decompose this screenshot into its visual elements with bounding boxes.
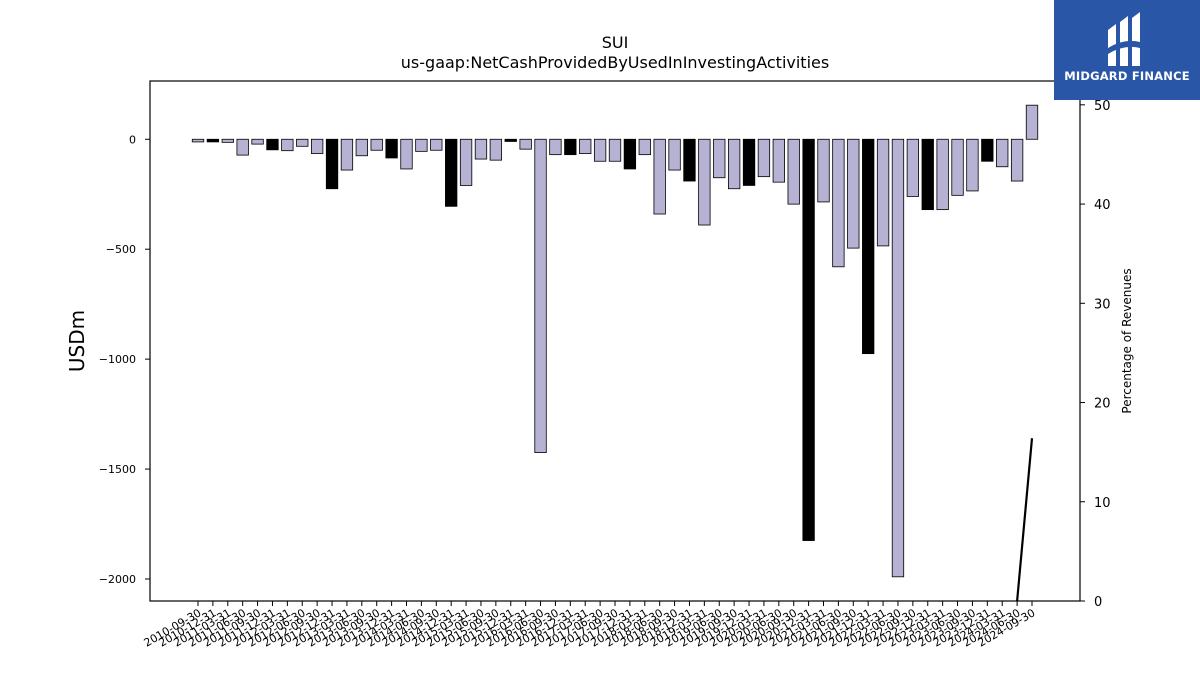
bar-2022-09-30 — [906, 138, 920, 197]
bar-2013-12-31 — [385, 138, 398, 159]
bar-2020-09-30 — [787, 138, 800, 205]
bar-2015-06-30 — [474, 138, 488, 160]
bar-2021-09-30 — [847, 138, 860, 249]
pct-revenues-line — [1016, 438, 1034, 602]
bar-2015-09-30 — [489, 138, 503, 161]
y-tick-label: −500 — [106, 243, 136, 256]
bar-2020-06-30 — [772, 138, 785, 183]
y-axis: 0 −500 −1000 −1500 −2000 — [99, 133, 150, 586]
bar-2016-03-31 — [519, 138, 532, 150]
bar-2023-09-30 — [966, 138, 979, 192]
y2-tick-label: 10 — [1094, 496, 1111, 511]
logo-text: MIDGARD FINANCE — [1064, 69, 1190, 83]
bar-2023-06-30 — [951, 138, 964, 196]
y-tick-label: −2000 — [99, 573, 136, 586]
bar-2014-06-30 — [415, 138, 428, 152]
bar-2011-12-31 — [266, 138, 279, 151]
bar-2015-12-31 — [504, 138, 517, 142]
bar-2012-06-30 — [296, 138, 309, 147]
y-axis-label: USDm — [65, 310, 89, 372]
y2-tick-label: 50 — [1094, 99, 1111, 114]
bar-2018-03-31 — [638, 138, 651, 156]
midgard-logo-icon — [1108, 12, 1140, 66]
bar-2021-06-30 — [832, 138, 845, 268]
bar-2021-12-31 — [862, 138, 875, 355]
bar-2018-06-30 — [653, 138, 666, 215]
bar-2015-03-31 — [459, 138, 473, 186]
y2-tick-label: 40 — [1094, 198, 1111, 213]
y-tick-label: 0 — [129, 133, 136, 146]
bar-2017-09-30 — [608, 138, 622, 162]
bar-2024-03-31 — [996, 138, 1009, 168]
bar-2021-03-31 — [817, 138, 830, 203]
bar-2016-09-30 — [549, 138, 562, 156]
bar-2014-09-30 — [430, 138, 443, 151]
bar-2022-03-31 — [876, 138, 890, 247]
bar-2017-06-30 — [593, 138, 607, 162]
bar-2014-03-31 — [400, 138, 413, 170]
bar-2016-12-31 — [564, 138, 577, 156]
bar-2023-12-31 — [981, 138, 994, 162]
bar-2020-03-31 — [757, 138, 771, 178]
bar-2014-12-31 — [445, 138, 458, 207]
bar-2017-12-31 — [623, 138, 637, 170]
bar-2018-12-31 — [683, 138, 696, 182]
bar-2018-09-30 — [668, 138, 681, 171]
bar-2011-03-31 — [221, 138, 234, 143]
bar-2017-03-31 — [579, 138, 592, 154]
y2-axis-label: Percentage of Revenues — [1120, 268, 1134, 413]
y2-axis: 0 10 20 30 40 50 — [1080, 99, 1111, 610]
bar-2020-12-31 — [802, 138, 815, 541]
bar-2011-09-30 — [251, 138, 264, 145]
y2-tick-label: 20 — [1094, 397, 1111, 412]
bar-2012-12-31 — [325, 138, 339, 190]
bar-2019-06-30 — [713, 138, 726, 179]
y2-tick-label: 30 — [1094, 297, 1111, 312]
bar-2019-12-31 — [742, 138, 756, 186]
bar-2023-03-31 — [936, 138, 949, 211]
bar-2022-12-31 — [921, 138, 934, 211]
bar-2012-09-30 — [310, 138, 324, 154]
x-axis: 2010-09-302010-12-312011-03-312011-06-30… — [142, 601, 1038, 650]
chart-subtitle: us-gaap:NetCashProvidedByUsedInInvesting… — [401, 53, 829, 72]
bar-2024-09-30 — [1025, 104, 1039, 140]
bar-2010-09-30 — [191, 138, 205, 143]
bar-2016-06-30 — [534, 138, 547, 453]
y-tick-label: −1500 — [99, 463, 136, 476]
midgard-finance-logo: MIDGARD FINANCE — [1054, 0, 1200, 100]
y-tick-label: −1000 — [99, 353, 136, 366]
bar-2013-09-30 — [370, 138, 383, 151]
bars-group — [191, 104, 1039, 578]
bar-2011-06-30 — [236, 138, 249, 156]
bar-2010-12-31 — [206, 138, 220, 143]
bar-2024-06-30 — [1010, 138, 1024, 182]
pct-line-group — [1016, 438, 1034, 602]
y2-tick-label: 0 — [1094, 595, 1102, 610]
bar-2013-03-31 — [340, 138, 354, 171]
bar-2019-03-31 — [698, 138, 711, 226]
bar-2022-06-30 — [891, 138, 905, 578]
bar-2013-06-30 — [355, 138, 368, 157]
chart-title: SUI — [602, 33, 629, 52]
bar-2019-09-30 — [727, 138, 741, 190]
bar-2012-03-31 — [281, 138, 294, 152]
